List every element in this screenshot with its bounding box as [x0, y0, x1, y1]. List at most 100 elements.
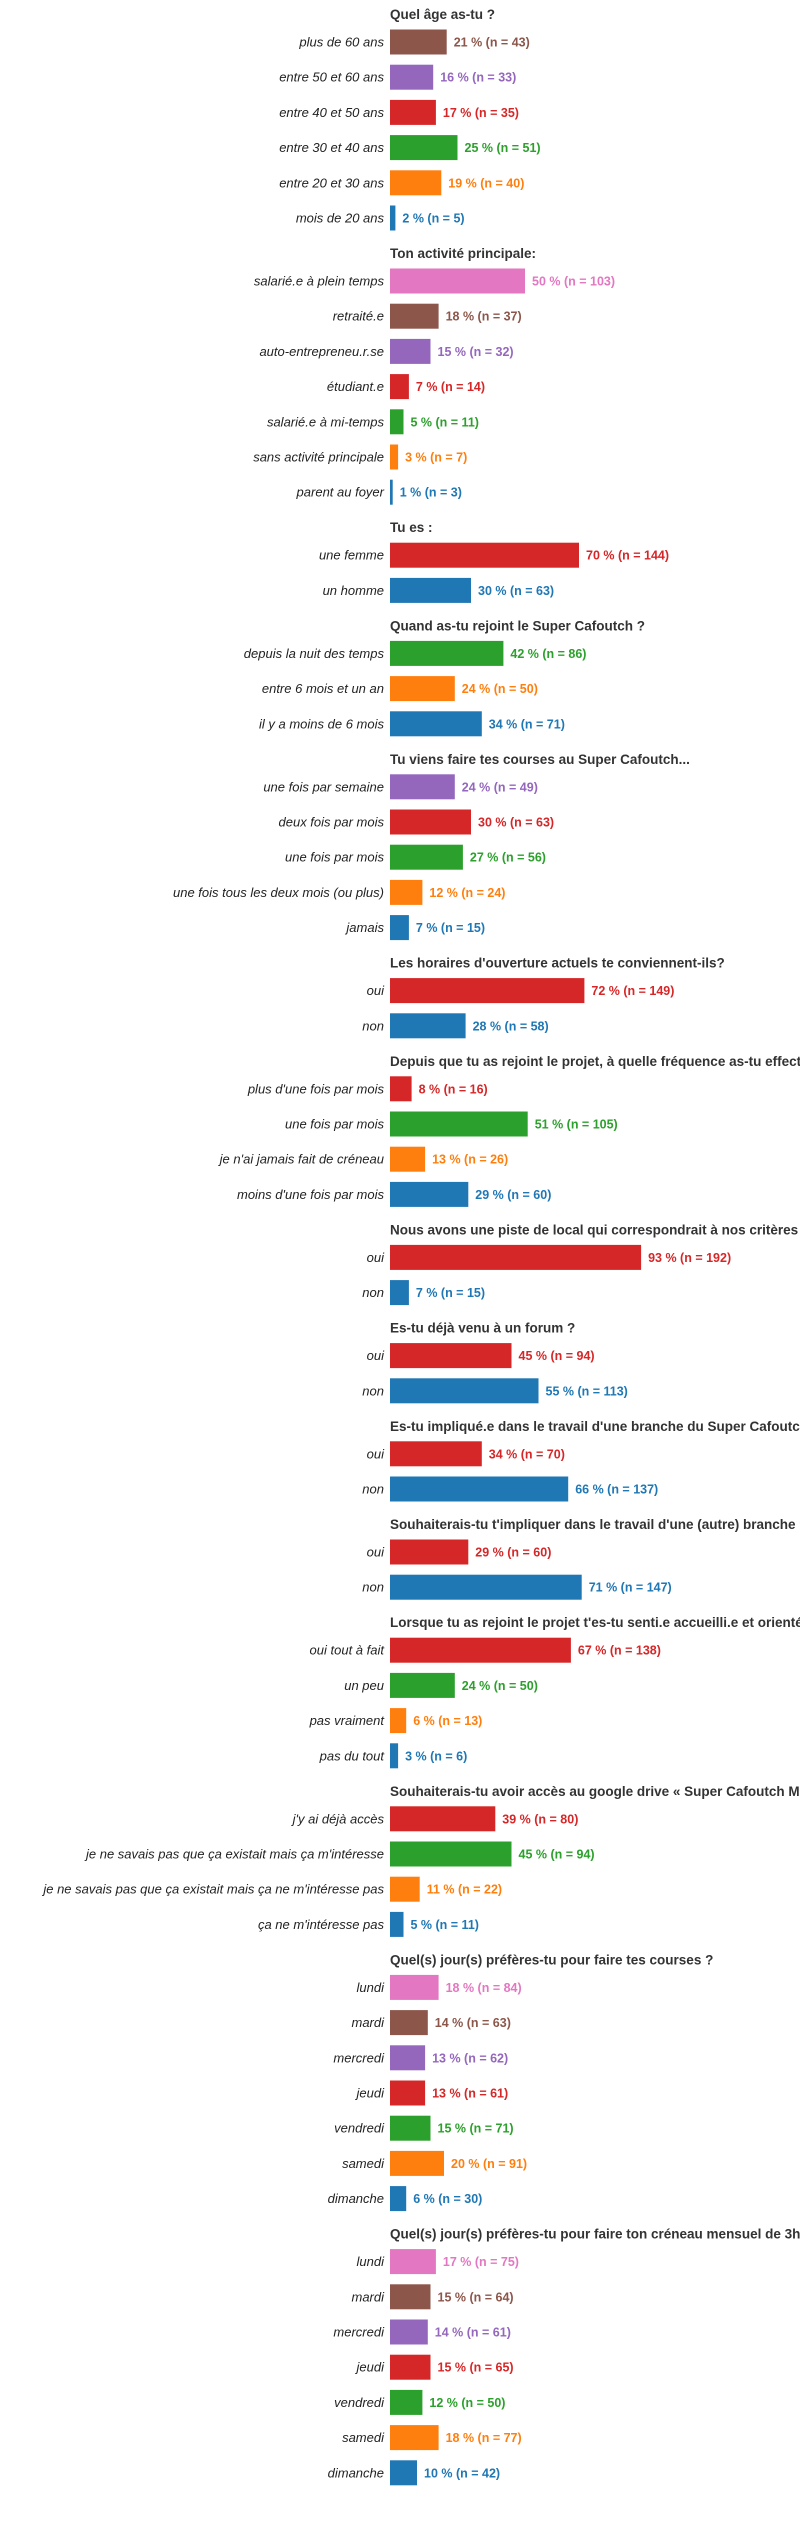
bar — [390, 711, 482, 737]
question-chart: Souhaiterais-tu t'impliquer dans le trav… — [362, 1517, 800, 1600]
bar — [390, 879, 423, 905]
question-title: Es-tu déjà venu à un forum ? — [390, 1321, 575, 1336]
category-label: étudiant.e — [327, 379, 384, 394]
value-label: 30 % (n = 63) — [478, 816, 554, 830]
value-label: 5 % (n = 11) — [411, 1918, 479, 1932]
bar — [390, 2284, 431, 2310]
bar — [390, 1146, 426, 1172]
category-label: non — [362, 1580, 384, 1595]
value-label: 24 % (n = 50) — [462, 1679, 538, 1693]
value-label: 3 % (n = 7) — [405, 451, 467, 465]
question-title: Es-tu impliqué.e dans le travail d'une b… — [390, 1419, 800, 1434]
category-label: mercredi — [333, 2325, 385, 2340]
bar — [390, 135, 458, 161]
category-label: une fois par semaine — [263, 779, 384, 794]
question-chart: Tu viens faire tes courses au Super Cafo… — [173, 752, 690, 941]
category-label: samedi — [342, 2430, 385, 2445]
value-label: 66 % (n = 137) — [575, 1483, 658, 1497]
bar — [390, 1181, 469, 1207]
category-label: non — [362, 1383, 384, 1398]
category-label: mois de 20 ans — [296, 211, 385, 226]
value-label: 7 % (n = 15) — [416, 921, 485, 935]
question-title: Quand as-tu rejoint le Super Cafoutch ? — [390, 618, 645, 633]
bar — [390, 676, 455, 702]
bar — [390, 1539, 469, 1565]
bar — [390, 1574, 582, 1600]
value-label: 18 % (n = 84) — [446, 1981, 522, 1995]
category-label: non — [362, 1482, 384, 1497]
category-label: entre 6 mois et un an — [262, 681, 384, 696]
bar — [390, 1708, 407, 1734]
value-label: 27 % (n = 56) — [470, 851, 546, 865]
value-label: 7 % (n = 15) — [416, 1286, 485, 1300]
category-label: un homme — [323, 583, 384, 598]
bar — [390, 915, 409, 941]
value-label: 12 % (n = 50) — [429, 2396, 505, 2410]
category-label: plus de 60 ans — [298, 35, 384, 50]
category-label: pas du tout — [319, 1748, 386, 1763]
value-label: 17 % (n = 35) — [443, 106, 519, 120]
category-label: j'y ai déjà accès — [291, 1811, 385, 1826]
value-label: 67 % (n = 138) — [578, 1644, 661, 1658]
bar — [390, 1743, 399, 1769]
category-label: salarié.e à plein temps — [254, 274, 385, 289]
value-label: 17 % (n = 75) — [443, 2255, 519, 2269]
bar — [390, 2249, 436, 2275]
value-label: 13 % (n = 61) — [432, 2087, 508, 2101]
value-label: 24 % (n = 50) — [462, 682, 538, 696]
bar — [390, 1378, 539, 1404]
category-label: entre 40 et 50 ans — [279, 105, 384, 120]
bar — [390, 99, 436, 125]
question-chart: Depuis que tu as rejoint le projet, à qu… — [218, 1054, 800, 1207]
question-chart: Quel âge as-tu ? plus de 60 ans 21 % (n = … — [279, 7, 541, 231]
question-title: Depuis que tu as rejoint le projet, à qu… — [390, 1054, 800, 1069]
value-label: 34 % (n = 71) — [489, 717, 565, 731]
bar — [390, 978, 585, 1004]
bar — [390, 844, 463, 870]
bar — [390, 2354, 431, 2380]
question-chart: Quand as-tu rejoint le Super Cafoutch ? d… — [244, 618, 645, 737]
value-label: 20 % (n = 91) — [451, 2157, 527, 2171]
value-label: 24 % (n = 49) — [462, 780, 538, 794]
question-title: Quel(s) jour(s) préfères-tu pour faire t… — [390, 2227, 800, 2242]
question-title: Tu viens faire tes courses au Super Cafo… — [390, 752, 690, 767]
bar — [390, 2150, 444, 2176]
bar — [390, 774, 455, 800]
bar — [390, 2186, 407, 2212]
category-label: lundi — [357, 2254, 386, 2269]
bar — [390, 338, 431, 364]
bar — [390, 640, 504, 666]
category-label: oui tout à fait — [310, 1643, 386, 1658]
category-label: une fois tous les deux mois (ou plus) — [173, 885, 384, 900]
question-title: Ton activité principale: — [390, 246, 536, 261]
value-label: 8 % (n = 16) — [419, 1082, 488, 1096]
category-label: non — [362, 1018, 384, 1033]
question-title: Nous avons une piste de local qui corres… — [390, 1222, 800, 1237]
value-label: 39 % (n = 80) — [502, 1812, 578, 1826]
value-label: 45 % (n = 94) — [519, 1848, 595, 1862]
question-chart: Tu es : une femme 70 % (n = 144) un homme 30… — [319, 520, 669, 603]
bar — [390, 809, 471, 835]
value-label: 25 % (n = 51) — [465, 141, 541, 155]
category-label: vendredi — [334, 2121, 385, 2136]
value-label: 15 % (n = 64) — [438, 2290, 514, 2304]
bar — [390, 170, 442, 196]
bar — [390, 1441, 482, 1467]
category-label: deux fois par mois — [279, 815, 385, 830]
category-label: je ne savais pas que ça existait mais ça… — [41, 1882, 384, 1897]
category-label: depuis la nuit des temps — [244, 646, 385, 661]
category-label: samedi — [342, 2156, 385, 2171]
bar — [390, 268, 525, 294]
category-label: jeudi — [355, 2360, 386, 2375]
question-chart: Lorsque tu as rejoint le projet t'es-tu … — [309, 1615, 800, 1769]
question-title: Les horaires d'ouverture actuels te conv… — [390, 956, 725, 971]
bar — [390, 303, 439, 329]
bar — [390, 1280, 409, 1306]
bar — [390, 1013, 466, 1039]
value-label: 45 % (n = 94) — [519, 1349, 595, 1363]
question-chart: Quel(s) jour(s) préfères-tu pour faire t… — [328, 1952, 713, 2212]
category-label: oui — [367, 1250, 385, 1265]
question-chart: Es-tu impliqué.e dans le travail d'une b… — [362, 1419, 800, 1502]
bar — [390, 1672, 455, 1698]
bar — [390, 2010, 428, 2036]
